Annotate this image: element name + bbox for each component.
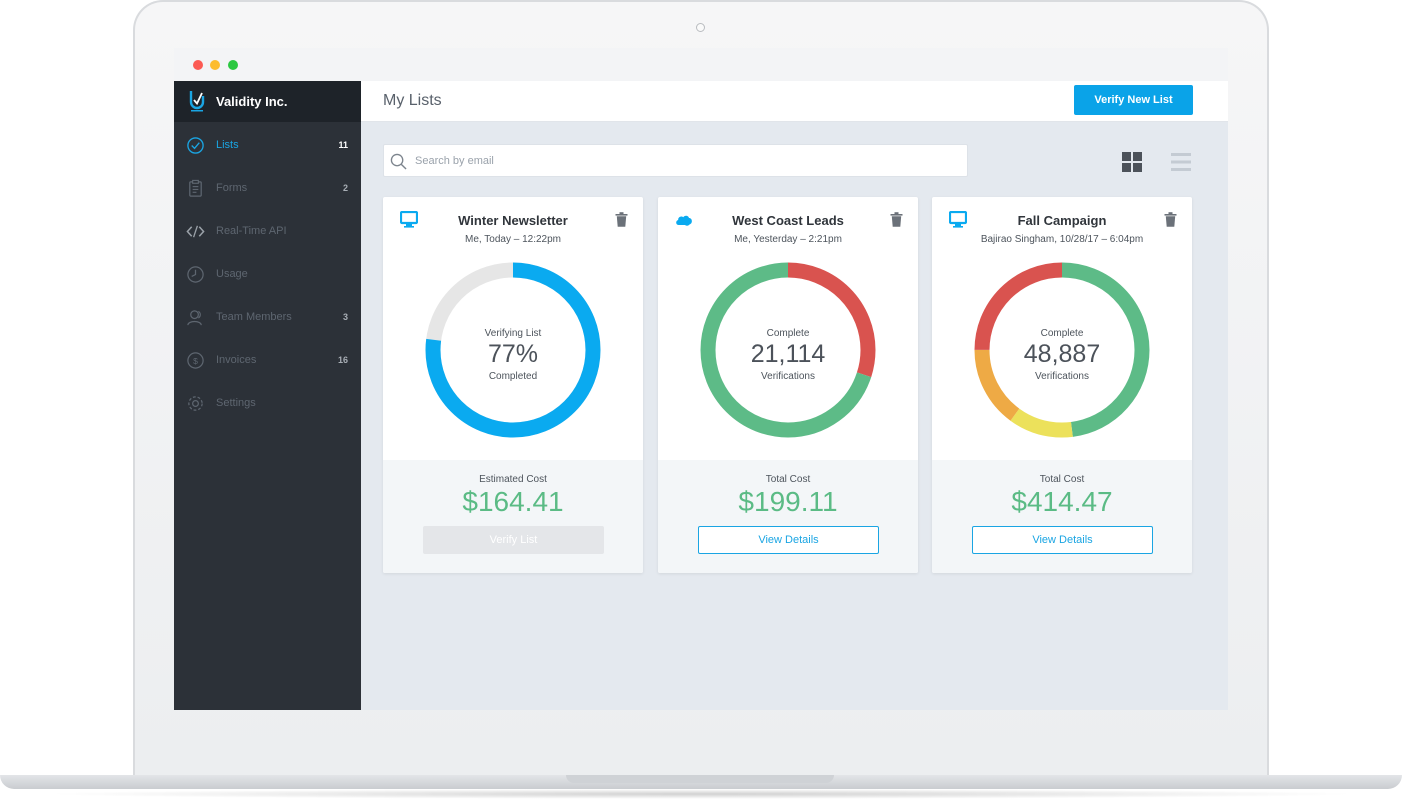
cost-label: Estimated Cost <box>479 474 547 485</box>
verify-new-list-button[interactable]: Verify New List <box>1074 85 1193 115</box>
sidebar-item-forms[interactable]: Forms 2 <box>174 167 361 210</box>
donut-value: 21,114 <box>750 340 826 368</box>
donut-segment <box>974 262 1150 438</box>
team-icon <box>187 310 202 326</box>
clipboard-icon <box>189 179 202 197</box>
card-meta: Me, Today – 12:22pm <box>465 234 561 245</box>
code-icon <box>186 225 205 238</box>
search-icon <box>390 153 407 170</box>
sidebar-item-label: Invoices <box>216 354 257 366</box>
card-footer: Estimated Cost $164.41 Verify List <box>383 460 643 573</box>
donut-status: Verifying List <box>484 328 542 339</box>
sidebar-item-count: 16 <box>337 355 348 365</box>
close-window-button[interactable] <box>193 60 203 70</box>
donut-progress-arc <box>425 262 601 438</box>
camera <box>696 23 705 32</box>
sidebar-item-count: 2 <box>342 183 348 193</box>
sidebar-item-settings[interactable]: Settings <box>174 382 361 425</box>
cost-value: $199.11 <box>738 486 838 517</box>
monitor-icon <box>949 211 967 228</box>
trash-icon[interactable] <box>615 212 628 227</box>
validity-logo-icon <box>189 91 205 112</box>
sidebar-item-usage[interactable]: Usage <box>174 253 361 296</box>
clock-icon <box>187 266 204 283</box>
app-window: Validity Inc. Lists 11 Forms 2 <box>174 48 1228 710</box>
donut-caption: Verifications <box>1035 371 1089 382</box>
sidebar-item-real-time-api[interactable]: Real-Time API <box>174 210 361 253</box>
trash-icon[interactable] <box>890 212 903 227</box>
brand-header[interactable]: Validity Inc. <box>174 81 361 122</box>
svg-text:$: $ <box>193 356 198 366</box>
donut-value: 77% <box>487 340 539 368</box>
sidebar-item-team-members[interactable]: Team Members 3 <box>174 296 361 339</box>
list-card[interactable]: Fall Campaign Bajirao Singham, 10/28/17 … <box>932 197 1192 573</box>
results-donut <box>974 262 1150 438</box>
card-title: West Coast Leads <box>732 213 844 228</box>
salesforce-cloud-icon <box>676 215 692 226</box>
sidebar-item-count: 11 <box>338 140 348 150</box>
donut-segment <box>700 262 876 438</box>
monitor-icon <box>400 211 418 228</box>
laptop-notch <box>566 775 834 783</box>
gear-icon <box>188 396 203 411</box>
donut-value: 48,887 <box>1023 340 1101 368</box>
sidebar-item-label: Team Members <box>216 311 292 323</box>
card-title: Winter Newsletter <box>458 213 568 228</box>
sidebar: Validity Inc. Lists 11 Forms 2 <box>174 81 361 710</box>
donut-caption: Completed <box>488 371 538 382</box>
progress-donut <box>425 262 601 438</box>
results-donut <box>700 262 876 438</box>
list-view-icon[interactable] <box>1171 152 1191 172</box>
list-card[interactable]: Winter Newsletter Me, Today – 12:22pm Ve… <box>383 197 643 573</box>
page-title: My Lists <box>383 92 442 109</box>
brand-name: Validity Inc. <box>216 94 288 109</box>
search-input[interactable] <box>415 152 955 170</box>
cost-label: Total Cost <box>1039 474 1085 485</box>
zoom-window-button[interactable] <box>228 60 238 70</box>
sidebar-item-label: Lists <box>216 139 239 151</box>
grid-view-icon[interactable] <box>1122 152 1142 172</box>
window-titlebar <box>174 48 1228 81</box>
donut-status: Complete <box>1040 328 1084 339</box>
cost-value: $164.41 <box>462 486 564 517</box>
cost-value: $414.47 <box>1011 486 1113 517</box>
minimize-window-button[interactable] <box>210 60 220 70</box>
card-footer: Total Cost $199.11 View Details <box>658 460 918 573</box>
dollar-circle-icon: $ <box>187 352 204 369</box>
card-meta: Bajirao Singham, 10/28/17 – 6:04pm <box>980 234 1144 245</box>
sidebar-item-label: Usage <box>216 268 248 280</box>
verify-list-button[interactable]: Verify List <box>423 526 604 554</box>
sidebar-item-label: Settings <box>216 397 256 409</box>
donut-status: Complete <box>766 328 810 339</box>
sidebar-item-count: 3 <box>342 312 348 322</box>
card-title: Fall Campaign <box>1017 213 1107 228</box>
cost-label: Total Cost <box>765 474 811 485</box>
sidebar-item-label: Real-Time API <box>216 225 287 237</box>
list-card[interactable]: West Coast Leads Me, Yesterday – 2:21pm … <box>658 197 918 573</box>
sidebar-item-label: Forms <box>216 182 248 194</box>
donut-caption: Verifications <box>761 371 815 382</box>
trash-icon[interactable] <box>1164 212 1177 227</box>
view-details-button[interactable]: View Details <box>972 526 1153 554</box>
card-footer: Total Cost $414.47 View Details <box>932 460 1192 573</box>
search-bar[interactable] <box>383 144 968 177</box>
page-header: My Lists Verify New List <box>361 81 1228 122</box>
card-meta: Me, Yesterday – 2:21pm <box>734 234 842 245</box>
sidebar-item-lists[interactable]: Lists 11 <box>174 124 361 167</box>
donut-segment <box>974 262 1150 438</box>
laptop-base-shadow <box>40 789 1362 799</box>
view-details-button[interactable]: View Details <box>698 526 879 554</box>
sidebar-item-invoices[interactable]: $ Invoices 16 <box>174 339 361 382</box>
check-circle-icon <box>187 137 204 154</box>
donut-segment <box>974 262 1150 438</box>
